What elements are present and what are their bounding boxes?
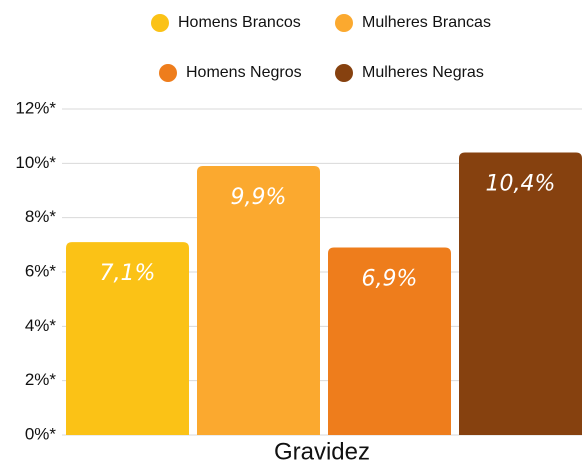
bar: [197, 166, 320, 436]
legend-swatch: [159, 64, 177, 82]
y-tick-label: 4%*: [25, 316, 57, 335]
legend-swatch: [335, 64, 353, 82]
bar: [66, 242, 189, 435]
value-label: 9,9%: [231, 185, 287, 210]
x-tick-label: Gravidez: [274, 438, 370, 465]
y-tick-label: 6%*: [25, 261, 57, 280]
y-tick-label: 10%*: [15, 153, 56, 172]
y-tick-label: 0%*: [25, 424, 57, 443]
value-label: 6,9%: [362, 267, 418, 292]
legend-label: Mulheres Negras: [362, 64, 484, 81]
y-tick-label: 8%*: [25, 207, 57, 226]
value-label: 10,4%: [486, 171, 556, 196]
legend-swatch: [151, 14, 169, 32]
value-label: 7,1%: [100, 261, 156, 286]
y-tick-label: 12%*: [15, 98, 56, 117]
legend-swatch: [335, 14, 353, 32]
legend-label: Homens Negros: [186, 64, 302, 81]
legend-label: Mulheres Brancas: [362, 14, 491, 31]
y-tick-label: 2%*: [25, 370, 57, 389]
bar: [459, 152, 582, 435]
bar: [328, 247, 451, 435]
legend-label: Homens Brancos: [178, 14, 301, 31]
